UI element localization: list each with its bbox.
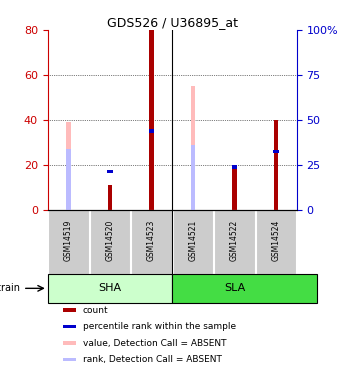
Bar (63, 341, 76, 345)
Text: GSM14522: GSM14522 (230, 220, 239, 261)
Bar (63, 358, 76, 361)
Text: SHA: SHA (99, 284, 121, 293)
Bar (131, 210, 172, 274)
Bar (149, 30, 153, 210)
Bar (48, 274, 172, 303)
Bar (66, 122, 71, 210)
Text: percentile rank within the sample: percentile rank within the sample (83, 322, 236, 331)
Text: rank, Detection Call = ABSENT: rank, Detection Call = ABSENT (83, 355, 221, 364)
Bar (214, 210, 255, 274)
Bar (256, 210, 296, 274)
Bar (108, 185, 112, 210)
Text: SLA: SLA (224, 284, 245, 293)
Text: GSM14523: GSM14523 (147, 220, 156, 261)
Bar (90, 210, 130, 274)
Bar (273, 150, 279, 153)
Bar (191, 86, 195, 210)
Bar (232, 165, 237, 169)
Text: GSM14521: GSM14521 (189, 220, 197, 261)
Bar (149, 129, 154, 133)
Text: GSM14519: GSM14519 (64, 220, 73, 261)
Title: GDS526 / U36895_at: GDS526 / U36895_at (107, 16, 238, 29)
Bar (107, 170, 113, 173)
Bar (63, 325, 76, 328)
Text: GSM14524: GSM14524 (271, 220, 280, 261)
Text: count: count (83, 306, 108, 315)
Bar (172, 274, 317, 303)
Bar (173, 210, 213, 274)
Text: GSM14520: GSM14520 (105, 220, 115, 261)
Bar (149, 136, 153, 210)
Bar (63, 308, 76, 312)
Bar (48, 210, 89, 274)
Bar (274, 120, 278, 210)
Bar (66, 149, 71, 210)
Text: value, Detection Call = ABSENT: value, Detection Call = ABSENT (83, 339, 226, 348)
Bar (232, 169, 237, 210)
Text: strain: strain (0, 284, 21, 293)
Bar (191, 145, 195, 210)
